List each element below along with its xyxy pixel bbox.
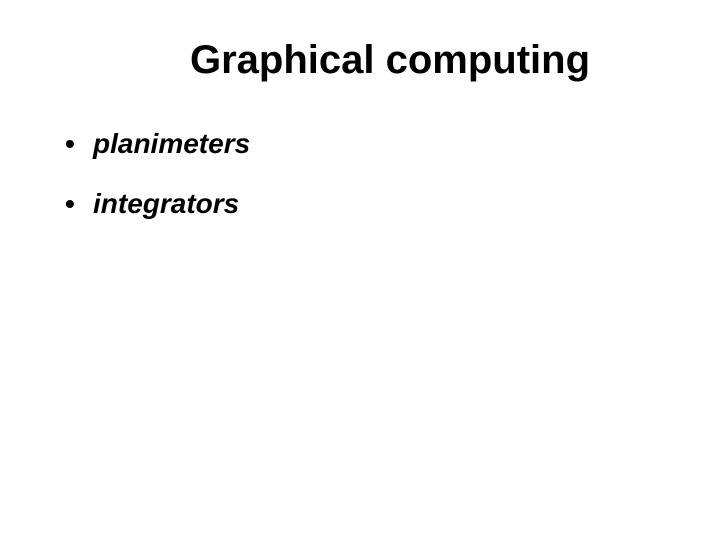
- slide-title: Graphical computing: [115, 38, 665, 83]
- slide-container: Graphical computing planimeters integrat…: [0, 0, 720, 540]
- bullet-list: planimeters integrators: [55, 128, 665, 220]
- list-item: integrators: [65, 188, 665, 220]
- list-item: planimeters: [65, 128, 665, 160]
